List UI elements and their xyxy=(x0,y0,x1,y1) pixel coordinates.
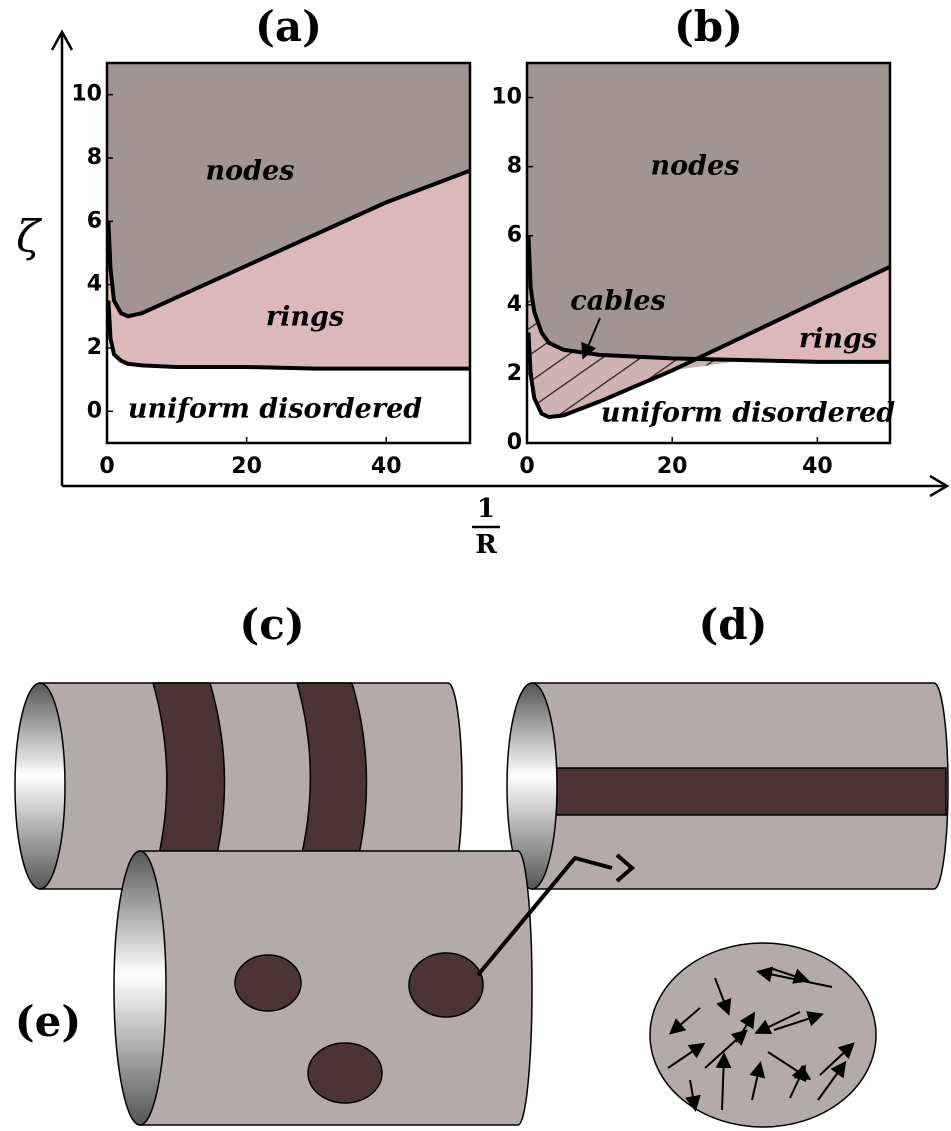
y-tick-label: 6 xyxy=(87,208,102,233)
figure: ζ 1 R 024681002040(a)nodesringsuniform d… xyxy=(0,0,951,1131)
y-tick-label: 0 xyxy=(87,398,102,423)
y-tick-label: 8 xyxy=(87,145,102,170)
y-tick-label: 6 xyxy=(507,223,522,248)
annotation: nodes xyxy=(651,151,740,182)
annotation: uniform disordered xyxy=(601,398,895,429)
annotation: nodes xyxy=(206,156,295,187)
panel-label: (d) xyxy=(698,600,767,649)
y-tick-label: 8 xyxy=(507,154,522,179)
annotation: uniform disordered xyxy=(128,394,422,425)
x-tick-label: 20 xyxy=(231,454,262,479)
chart-title: (b) xyxy=(674,2,743,51)
nodes-cylinder xyxy=(114,851,876,1127)
y-tick-label: 2 xyxy=(87,335,102,360)
x-tick-label: 40 xyxy=(802,454,833,479)
x-tick-label: 0 xyxy=(99,454,114,479)
y-tick-label: 4 xyxy=(507,292,522,317)
y-tick-label: 10 xyxy=(71,82,102,107)
annotation: rings xyxy=(266,302,344,333)
x-tick-label: 40 xyxy=(371,454,402,479)
y-tick-label: 10 xyxy=(491,85,522,110)
y-tick-label: 4 xyxy=(87,272,102,297)
plot xyxy=(107,63,470,443)
panel-label: (c) xyxy=(239,600,304,649)
y-tick-label: 0 xyxy=(507,430,522,455)
x-label-numerator: 1 xyxy=(477,494,495,524)
x-tick-label: 0 xyxy=(519,454,534,479)
y-axis-label: ζ xyxy=(16,212,43,263)
plot xyxy=(527,63,890,443)
chart-title: (a) xyxy=(255,2,322,51)
panel-label: (e) xyxy=(15,997,81,1046)
x-tick-label: 20 xyxy=(657,454,688,479)
y-tick-label: 2 xyxy=(507,361,522,386)
annotation: rings xyxy=(799,324,877,355)
x-label-denominator: R xyxy=(475,530,497,560)
annotation: cables xyxy=(570,286,665,317)
